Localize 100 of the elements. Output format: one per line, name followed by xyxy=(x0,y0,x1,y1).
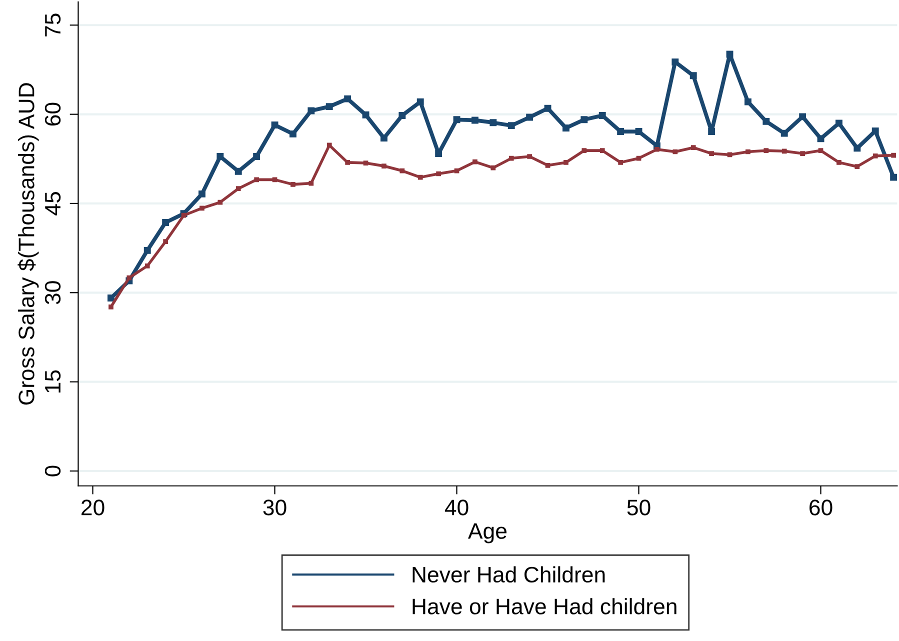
point xyxy=(181,212,186,218)
point xyxy=(308,107,315,114)
point xyxy=(672,58,679,66)
point xyxy=(744,98,752,106)
point xyxy=(471,116,478,124)
point xyxy=(618,160,623,165)
x-tick-label: 60 xyxy=(810,500,832,516)
point xyxy=(708,128,716,136)
point xyxy=(891,152,896,158)
point xyxy=(253,153,260,160)
point xyxy=(472,159,478,164)
point xyxy=(799,113,806,120)
point xyxy=(289,130,296,138)
y-tick-label: 15 xyxy=(45,370,61,392)
point xyxy=(727,152,732,158)
point xyxy=(762,118,770,125)
point xyxy=(600,148,605,153)
point xyxy=(126,275,132,280)
x-tick-label: 20 xyxy=(82,500,104,516)
x-tick-label: 30 xyxy=(263,500,286,516)
legend-label: Have or Have Had children xyxy=(412,598,676,614)
point xyxy=(435,150,442,158)
point xyxy=(144,263,150,268)
point xyxy=(636,156,642,161)
point xyxy=(582,148,587,153)
point xyxy=(200,206,204,211)
point xyxy=(564,160,568,165)
point xyxy=(454,168,460,174)
point xyxy=(836,160,842,165)
y-tick-label: 45 xyxy=(45,192,61,216)
point xyxy=(234,168,242,175)
point xyxy=(382,164,386,168)
point xyxy=(890,174,898,181)
point xyxy=(416,98,424,106)
point xyxy=(764,148,769,153)
point xyxy=(562,124,570,132)
point xyxy=(872,127,879,134)
point xyxy=(817,135,824,142)
point xyxy=(508,122,515,130)
point xyxy=(108,294,114,302)
point xyxy=(362,111,370,118)
point xyxy=(236,186,241,192)
point xyxy=(508,156,514,161)
point xyxy=(344,95,352,102)
point xyxy=(418,174,423,180)
y-axis-title: Gross Salary $(Thousands) AUD xyxy=(18,83,39,405)
point xyxy=(363,160,368,166)
point xyxy=(108,304,114,310)
point xyxy=(162,219,170,226)
point xyxy=(436,171,441,176)
x-axis-title: Age xyxy=(468,523,506,544)
point xyxy=(254,177,259,182)
point xyxy=(854,144,861,152)
legend-label: Never Had Children xyxy=(412,566,605,583)
x-tick-label: 40 xyxy=(444,500,468,516)
point xyxy=(326,142,332,148)
point xyxy=(654,146,660,152)
point xyxy=(709,151,714,156)
point xyxy=(617,128,624,136)
y-tick-label: 75 xyxy=(45,14,61,36)
point xyxy=(672,149,678,154)
point xyxy=(818,148,824,153)
point xyxy=(290,182,296,187)
point xyxy=(326,103,333,110)
point xyxy=(872,153,878,158)
point xyxy=(198,190,206,198)
point xyxy=(398,112,406,119)
y-tick-label: 60 xyxy=(44,102,61,126)
y-tick-label: 30 xyxy=(44,281,61,304)
point xyxy=(218,200,223,205)
point xyxy=(380,134,388,142)
point xyxy=(598,112,606,119)
point xyxy=(490,165,496,170)
point xyxy=(453,116,460,124)
point xyxy=(163,239,168,244)
point xyxy=(635,128,642,136)
point xyxy=(400,168,405,174)
point xyxy=(835,120,842,127)
point xyxy=(526,114,534,121)
point xyxy=(690,145,696,150)
point xyxy=(271,122,278,128)
point xyxy=(780,130,788,137)
point xyxy=(854,164,860,170)
point xyxy=(545,162,550,168)
y-tick-label: 0 xyxy=(44,466,61,476)
point xyxy=(490,119,497,126)
point xyxy=(308,180,314,186)
point xyxy=(544,104,552,112)
x-tick-label: 50 xyxy=(627,500,650,516)
point xyxy=(345,160,350,165)
point xyxy=(580,116,588,124)
point xyxy=(690,72,697,80)
point xyxy=(726,50,734,58)
point xyxy=(800,151,805,156)
point xyxy=(746,149,750,154)
point xyxy=(144,246,151,254)
point xyxy=(782,148,787,154)
point xyxy=(272,177,278,182)
point xyxy=(216,153,224,160)
point xyxy=(527,154,532,159)
